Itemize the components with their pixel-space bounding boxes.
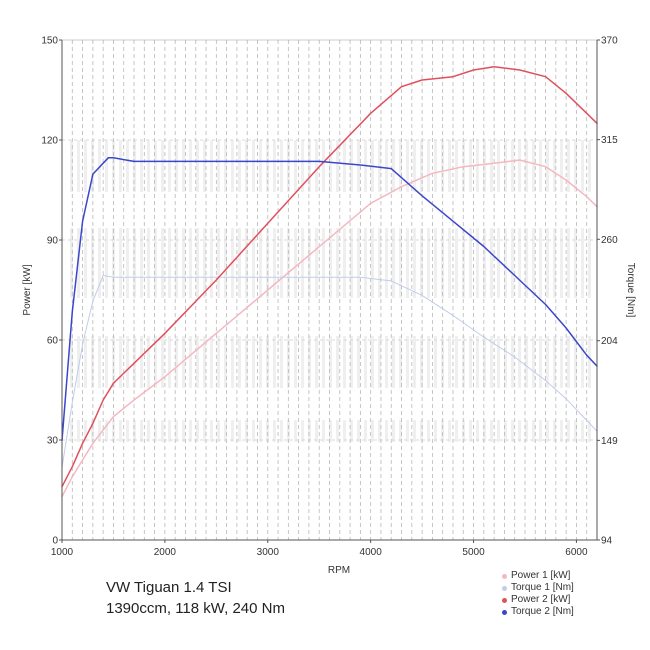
series-line-power-1: [61, 159, 598, 498]
x-tick-label: 5000: [462, 547, 485, 558]
y-left-tick-label: 150: [41, 36, 58, 47]
series-line-torque-1: [61, 275, 598, 468]
series-line-power-2: [61, 65, 598, 488]
y-right-tick-label: 260: [601, 235, 618, 246]
watermark-band: [68, 420, 593, 442]
y-left-tick-label: 0: [52, 536, 58, 547]
legend-swatch: [502, 597, 507, 603]
caption-specs: 1390ccm, 118 kW, 240 Nm: [106, 600, 285, 617]
legend-swatch: [502, 585, 507, 591]
legend-item: Power 2 [kW]: [502, 594, 574, 606]
legend-label: Power 1 [kW]: [511, 570, 571, 581]
y-left-tick-label: 60: [47, 336, 59, 347]
legend-label: Torque 2 [Nm]: [511, 606, 574, 617]
y-right-tick-label: 149: [601, 436, 618, 447]
legend-item: Torque 2 [Nm]: [502, 606, 574, 618]
legend-swatch: [502, 609, 507, 615]
y-left-tick-label: 30: [47, 436, 59, 447]
watermark-band: [68, 336, 593, 388]
series-line-torque-2: [61, 157, 598, 442]
caption-model: VW Tiguan 1.4 TSI: [106, 579, 232, 596]
x-tick-label: 6000: [565, 547, 588, 558]
y-right-tick-label: 94: [601, 536, 613, 547]
watermark-band: [68, 228, 593, 298]
y-axis-right-title: Torque [Nm]: [625, 263, 636, 318]
legend-item: Torque 1 [Nm]: [502, 582, 574, 594]
x-tick-label: 1000: [51, 547, 74, 558]
legend: Power 1 [kW] Torque 1 [Nm] Power 2 [kW] Tor…: [502, 570, 574, 618]
legend-item: Power 1 [kW]: [502, 570, 574, 582]
y-right-tick-label: 204: [601, 336, 618, 347]
series-layer: [61, 65, 598, 498]
y-right-tick-label: 370: [601, 36, 618, 47]
x-axis-title: RPM: [328, 565, 350, 576]
legend-label: Torque 1 [Nm]: [511, 582, 574, 593]
x-tick-label: 3000: [257, 547, 280, 558]
legend-label: Power 2 [kW]: [511, 594, 571, 605]
watermark-band: [68, 140, 593, 192]
y-left-tick-label: 90: [47, 236, 59, 247]
axes: [61, 39, 598, 541]
x-tick-label: 2000: [154, 547, 177, 558]
y-right-tick-label: 315: [601, 135, 618, 146]
watermark-band-group: [68, 140, 593, 442]
grid: [62, 40, 597, 540]
x-tick-label: 4000: [360, 547, 383, 558]
y-axis-left-title: Power [kW]: [22, 264, 33, 315]
y-left-tick-label: 120: [41, 136, 58, 147]
legend-swatch: [502, 573, 507, 579]
tick-labels: 1000 2000 3000 4000 5000 6000 0 30 60 90 120 150 94 1…: [41, 36, 618, 559]
